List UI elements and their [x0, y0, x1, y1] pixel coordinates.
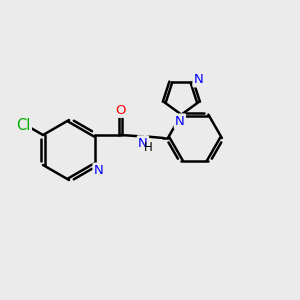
Text: N: N [194, 73, 203, 86]
Text: O: O [115, 103, 126, 117]
Text: Cl: Cl [16, 118, 31, 133]
Text: H: H [144, 141, 153, 154]
Text: N: N [175, 115, 185, 128]
Text: N: N [138, 136, 148, 150]
Text: N: N [94, 164, 103, 177]
